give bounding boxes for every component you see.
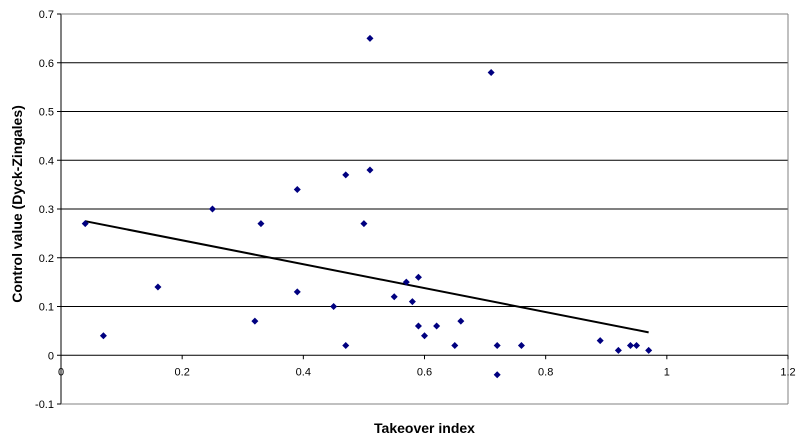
trendline xyxy=(85,220,649,334)
data-point xyxy=(402,278,410,286)
y-tick-label: 0.4 xyxy=(39,155,54,167)
y-tick-labels: -0.1 0 0.1 0.2 0.3 0.4 0.5 0.6 0.7 xyxy=(35,9,54,411)
data-point xyxy=(99,332,107,340)
trendline-group xyxy=(85,220,649,334)
y-tick-label: 0.2 xyxy=(39,253,54,265)
data-point xyxy=(457,317,465,325)
x-tick-label: 0.6 xyxy=(417,366,432,378)
data-point xyxy=(614,346,622,354)
data-point xyxy=(408,298,416,306)
data-point xyxy=(257,220,265,228)
y-tick-label: 0.1 xyxy=(39,302,54,314)
data-point xyxy=(626,342,634,349)
data-point xyxy=(366,166,374,174)
data-point xyxy=(633,342,641,349)
x-tick-label: 0.2 xyxy=(175,366,190,378)
y-tick-label: 0.5 xyxy=(39,107,54,119)
data-point xyxy=(360,220,368,228)
data-point xyxy=(293,288,301,296)
data-point xyxy=(451,342,459,349)
x-axis-title: Takeover index xyxy=(374,420,475,436)
gridlines xyxy=(61,13,788,405)
data-point xyxy=(293,186,301,193)
data-point xyxy=(390,293,398,301)
data-point xyxy=(251,317,259,325)
data-point xyxy=(493,342,501,349)
y-tick-label: 0.6 xyxy=(39,58,54,70)
y-tick-label: 0.7 xyxy=(39,9,54,21)
data-point xyxy=(645,346,653,354)
data-point xyxy=(493,371,501,379)
data-point xyxy=(517,342,525,349)
data-point xyxy=(366,34,374,42)
data-point xyxy=(414,273,422,281)
data-point xyxy=(154,283,162,291)
data-point xyxy=(208,205,216,213)
x-tick-label: 0.4 xyxy=(296,366,311,378)
data-point xyxy=(342,171,350,179)
data-point xyxy=(330,303,338,310)
data-point xyxy=(596,337,604,345)
x-tick-label: 1.2 xyxy=(780,366,795,378)
y-tick-label: 0.3 xyxy=(39,204,54,216)
data-point xyxy=(414,322,422,330)
data-points xyxy=(81,34,653,379)
data-point xyxy=(342,342,350,349)
axes xyxy=(57,13,789,405)
x-tick-label: 1 xyxy=(664,366,670,378)
y-tick-label: 0 xyxy=(48,350,54,362)
data-point xyxy=(81,220,89,228)
data-point xyxy=(433,322,441,330)
y-axis-title: Control value (Dyck-Zingales) xyxy=(9,105,25,303)
data-point xyxy=(487,69,495,76)
x-tick-label: 0.8 xyxy=(538,366,553,378)
x-tick-label: 0 xyxy=(58,366,64,378)
data-point xyxy=(421,332,428,340)
y-tick-label: -0.1 xyxy=(35,399,54,411)
x-tick-labels: 0 0.2 0.4 0.6 0.8 1 1.2 xyxy=(58,366,796,378)
